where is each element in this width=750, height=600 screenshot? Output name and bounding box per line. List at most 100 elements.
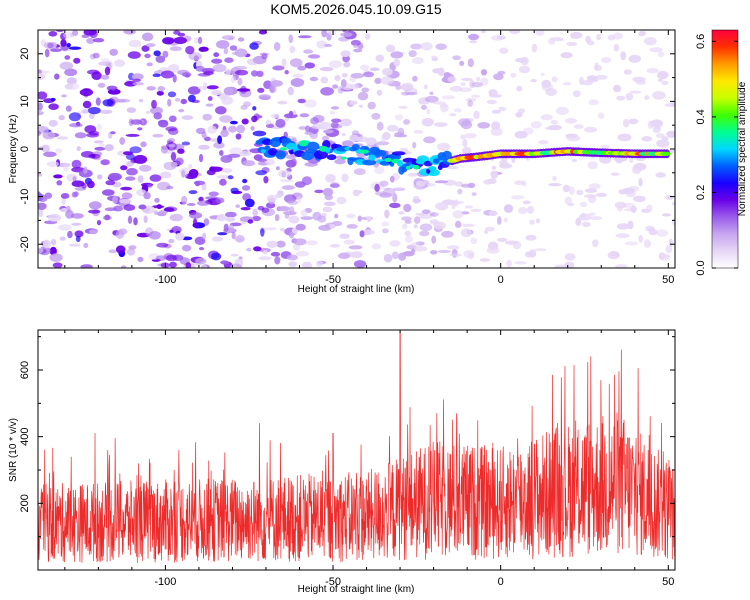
heatmap-noise-blob (88, 201, 102, 210)
heatmap-noise-blob (64, 68, 78, 77)
heatmap-noise-blob (174, 98, 181, 102)
heatmap-noise-blob (529, 219, 535, 225)
heatmap-noise-blob (193, 180, 206, 186)
heatmap-noise-blob (287, 200, 299, 205)
heatmap-noise-blob (460, 82, 466, 87)
heatmap-noise-blob (473, 110, 480, 120)
heatmap-noise-blob (295, 250, 310, 257)
heatmap-noise-blob (207, 96, 213, 101)
heatmap-noise-blob (342, 30, 347, 33)
heatmap-noise-blob (198, 153, 204, 163)
heatmap-noise-blob (596, 33, 601, 41)
heatmap-noise-blob (334, 75, 341, 82)
heatmap-noise-blob (140, 141, 147, 148)
signal-track-core (358, 149, 369, 154)
heatmap-noise-blob (402, 251, 415, 257)
heatmap-noise-blob (155, 255, 167, 261)
heatmap-noise-blob (175, 232, 185, 241)
heatmap-noise-blob (332, 84, 339, 89)
heatmap-noise-blob (252, 215, 261, 222)
heatmap-noise-blob (263, 176, 269, 184)
heatmap-noise-blob (353, 48, 363, 53)
heatmap-noise-blob (555, 38, 565, 42)
heatmap-noise-blob (441, 95, 456, 100)
heatmap-noise-blob (126, 248, 136, 256)
heatmap-noise-blob (310, 117, 320, 125)
heatmap-noise-blob (241, 185, 251, 191)
heatmap-noise-blob (218, 94, 228, 100)
heatmap-noise-blob (460, 228, 472, 238)
heatmap-noise-blob (216, 175, 231, 179)
heatmap-noise-blob (133, 154, 148, 164)
heatmap-noise-blob (301, 261, 313, 268)
heatmap-noise-blob (437, 249, 451, 254)
heatmap-noise-blob (198, 196, 204, 202)
heatmap-noise-blob (304, 131, 314, 135)
heatmap-noise-blob (87, 107, 101, 115)
heatmap-noise-blob (189, 212, 203, 219)
heatmap-noise-blob (181, 195, 188, 205)
heatmap-noise-blob (66, 173, 78, 182)
heatmap-noise-blob (616, 95, 626, 101)
heatmap-noise-blob (211, 236, 224, 242)
heatmap-noise-blob (146, 62, 153, 67)
heatmap-noise-blob (68, 112, 81, 122)
heatmap-noise-blob (274, 214, 280, 222)
heatmap-noise-blob (66, 43, 71, 48)
heatmap-noise-blob (395, 84, 402, 90)
heatmap-noise-blob (87, 69, 100, 75)
heatmap-noise-blob (650, 119, 663, 127)
heatmap-noise-blob (129, 146, 142, 154)
heatmap-noise-blob (38, 202, 47, 210)
heatmap-noise-blob (276, 240, 286, 248)
heatmap-noise-blob (149, 174, 162, 182)
heatmap-noise-blob (246, 247, 252, 252)
heatmap-noise-blob (374, 166, 385, 175)
heatmap-noise-blob (447, 76, 457, 83)
heatmap-noise-blob (168, 238, 175, 244)
tick-label: 0.6 (695, 34, 707, 49)
heatmap-noise-blob (38, 73, 46, 81)
heatmap-noise-blob (613, 44, 620, 52)
heatmap-noise-blob (540, 114, 553, 121)
heatmap-noise-blob (277, 206, 290, 212)
heatmap-noise-blob (545, 88, 557, 97)
heatmap-noise-blob (275, 193, 282, 199)
heatmap-noise-blob (258, 256, 272, 261)
heatmap-noise-blob (279, 227, 286, 232)
heatmap-noise-blob (228, 36, 234, 41)
heatmap-noise-blob (620, 51, 627, 61)
heatmap-noise-blob (38, 247, 44, 254)
heatmap-noise-blob (505, 240, 518, 245)
heatmap-noise-blob (413, 129, 424, 134)
heatmap-noise-blob (664, 103, 675, 107)
heatmap-noise-blob (340, 32, 353, 37)
heatmap-noise-blob (329, 244, 340, 248)
heatmap-noise-blob (353, 190, 363, 194)
heatmap-noise-blob (298, 126, 307, 130)
heatmap-noise-blob (104, 207, 117, 212)
heatmap-noise-blob (151, 99, 157, 109)
heatmap-noise-blob (446, 165, 459, 170)
heatmap-noise-blob (93, 38, 105, 43)
heatmap-noise-blob (43, 151, 57, 158)
heatmap-noise-blob (469, 40, 478, 44)
heatmap-noise-blob (320, 76, 329, 84)
heatmap-noise-blob (638, 234, 643, 243)
heatmap-noise-blob (48, 103, 59, 110)
heatmap-noise-blob (202, 232, 207, 240)
heatmap-noise-blob (289, 45, 296, 54)
heatmap-noise-blob (182, 244, 192, 252)
heatmap-noise-blob (412, 57, 424, 65)
heatmap-noise-blob (281, 185, 295, 191)
heatmap-noise-blob (382, 228, 389, 234)
heatmap-noise-blob (340, 50, 351, 57)
heatmap-noise-blob (188, 168, 199, 178)
heatmap-noise-blob (300, 216, 314, 221)
heatmap-noise-blob (304, 62, 315, 69)
heatmap-noise-blob (449, 253, 462, 257)
heatmap-noise-blob (97, 174, 103, 180)
heatmap-noise-blob (614, 201, 627, 209)
heatmap-noise-blob (89, 112, 95, 120)
heatmap-noise-blob (265, 158, 275, 166)
